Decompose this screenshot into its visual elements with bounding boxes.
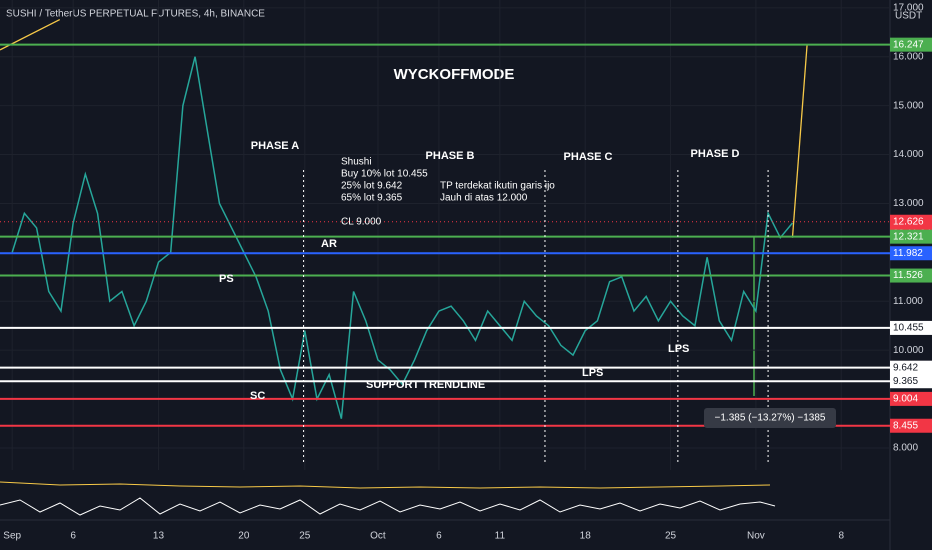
note: Shushi [341,157,372,168]
y-tick-label: 15.000 [893,100,924,111]
price-label-box [890,374,932,389]
price-label-box [890,320,932,335]
y-tick-label: 14.000 [893,149,924,160]
y-tick-label: 16.000 [893,51,924,62]
price-label-box [890,391,932,406]
note: 25% lot 9.642 [341,181,403,192]
price-label: 10.455 [893,323,924,334]
x-tick-label: 6 [70,531,76,542]
phase-label: PHASE A [251,140,300,152]
wyckoff-label: SUPPORT TRENDLINE [366,379,485,391]
wyckoff-label: PS [219,273,234,285]
oscillator [0,497,776,516]
phase-label: PHASE D [691,148,740,160]
price-label-box [890,229,932,244]
price-label-box [890,418,932,433]
x-tick-label: Sep [3,531,21,542]
price-label-box [890,246,932,261]
currency-box [892,8,922,24]
y-tick-label: 11.000 [893,296,923,307]
y-tick-label: 8.000 [893,443,918,454]
price-label: 11.526 [893,270,923,281]
measure-box [704,408,836,428]
y-tick-label: 10.000 [893,345,924,356]
watermark: WYCKOFFMODE [394,66,515,83]
price-label-box [890,268,932,283]
currency: USDT [895,11,922,22]
price-label-box [890,360,932,375]
wyckoff-label: LPS [668,343,689,355]
note: 65% lot 9.365 [341,193,403,204]
price-label: 9.642 [893,362,918,373]
x-tick-label: 8 [838,531,844,542]
price-label: 9.365 [893,376,918,387]
price-label: 11.982 [893,248,923,259]
wyckoff-label: LPS [582,367,603,379]
y-tick-label: 17.000 [893,2,924,13]
price-label: 8.455 [893,420,918,431]
note: Buy 10% lot 10.455 [341,169,428,180]
measure-label: −1.385 (−13.27%) −1385 [715,413,826,424]
phase-label: PHASE C [564,151,613,163]
price-line [11,56,794,419]
x-tick-label: 6 [436,531,442,542]
note: CL 9.000 [341,217,382,228]
wyckoff-label: AR [321,238,337,250]
price-label: 9.004 [893,394,918,405]
x-tick-label: Nov [747,531,765,542]
x-tick-label: Oct [370,531,386,542]
price-label-box [890,37,932,52]
price-line [791,44,808,238]
x-tick-label: 13 [153,531,165,542]
phase-label: PHASE B [426,150,475,162]
price-label: 12.321 [893,231,924,242]
x-tick-label: 25 [299,531,311,542]
note: Jauh di atas 12.000 [440,193,528,204]
price-label: 16.247 [893,39,924,50]
volume-ma [0,481,771,489]
x-tick-label: 20 [238,531,250,542]
wyckoff-label: SC [250,390,265,402]
x-tick-label: 18 [580,531,592,542]
note: TP terdekat ikutin garis ijo [440,181,555,192]
x-tick-label: 25 [665,531,677,542]
chart-title: SUSHI / TetherUS PERPETUAL FUTURES, 4h, … [6,9,265,20]
price-label: 12.626 [893,216,924,227]
x-tick-label: 11 [495,531,506,542]
y-tick-label: 13.000 [893,198,924,209]
